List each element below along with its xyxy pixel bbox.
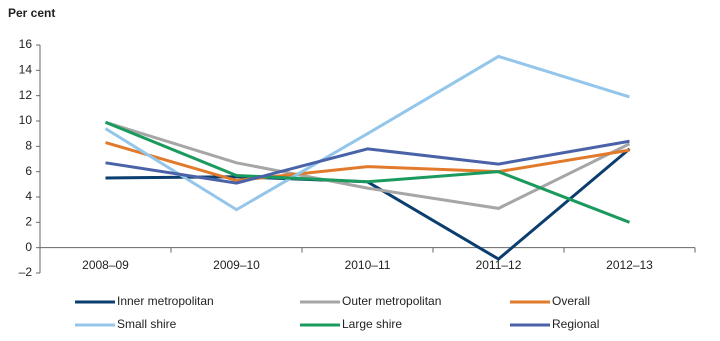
series-line — [105, 139, 630, 185]
series-line — [105, 120, 631, 210]
y-tick-label: 6 — [25, 164, 32, 178]
legend-label: Inner metropolitan — [117, 294, 214, 308]
y-tick-label: 12 — [19, 88, 33, 102]
legend-label: Overall — [552, 294, 590, 308]
y-tick-label: 16 — [19, 37, 33, 51]
legend-label: Large shire — [342, 317, 402, 331]
series-line — [104, 54, 630, 212]
legend-label: Outer metropolitan — [342, 294, 441, 308]
y-tick-label: 2 — [25, 215, 32, 229]
x-tick-label: 2011–12 — [476, 258, 522, 272]
y-tick-label: 14 — [19, 63, 33, 77]
x-tick-label: 2010–11 — [345, 258, 391, 272]
y-axis-label: Per cent — [8, 6, 55, 20]
x-tick-label: 2008–09 — [82, 258, 129, 272]
y-tick-label: 10 — [19, 113, 33, 127]
y-tick-label: –2 — [19, 265, 33, 279]
y-tick-label: 0 — [25, 240, 32, 254]
x-tick-label: 2009–10 — [213, 258, 260, 272]
legend-label: Small shire — [117, 317, 177, 331]
x-tick-label: 2012–13 — [606, 258, 653, 272]
series-line — [104, 120, 631, 224]
y-tick-label: 8 — [25, 139, 32, 153]
series-line — [105, 141, 630, 183]
legend-label: Regional — [552, 317, 599, 331]
y-tick-label: 4 — [25, 189, 32, 203]
